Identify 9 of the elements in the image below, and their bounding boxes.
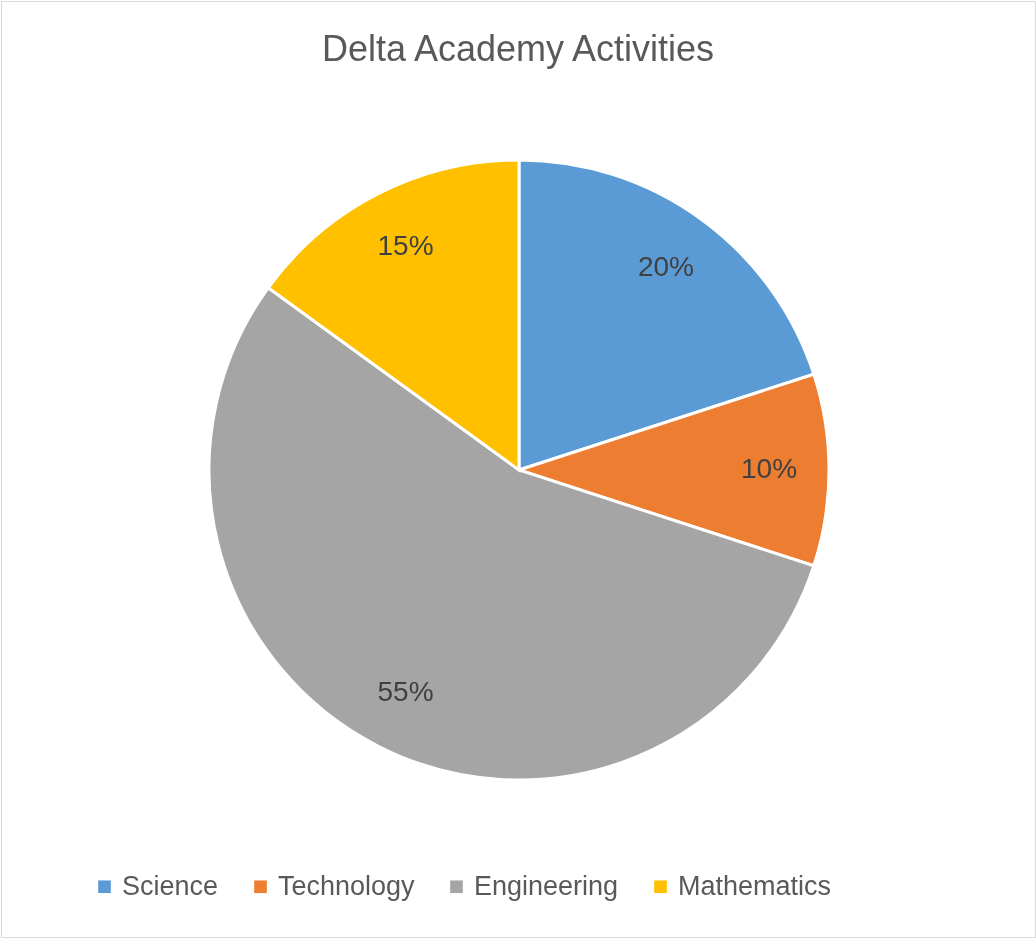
legend-label: Science: [122, 870, 219, 901]
data-label: 10%: [740, 453, 798, 484]
legend-label: Technology: [278, 870, 416, 901]
legend-label: Mathematics: [678, 870, 832, 901]
chart-title: Delta Academy Activities: [321, 28, 715, 69]
data-label: 55%: [377, 675, 434, 707]
data-label: 20%: [637, 250, 694, 282]
data-label: 15%: [377, 230, 434, 262]
legend-label: Engineering: [474, 870, 619, 901]
